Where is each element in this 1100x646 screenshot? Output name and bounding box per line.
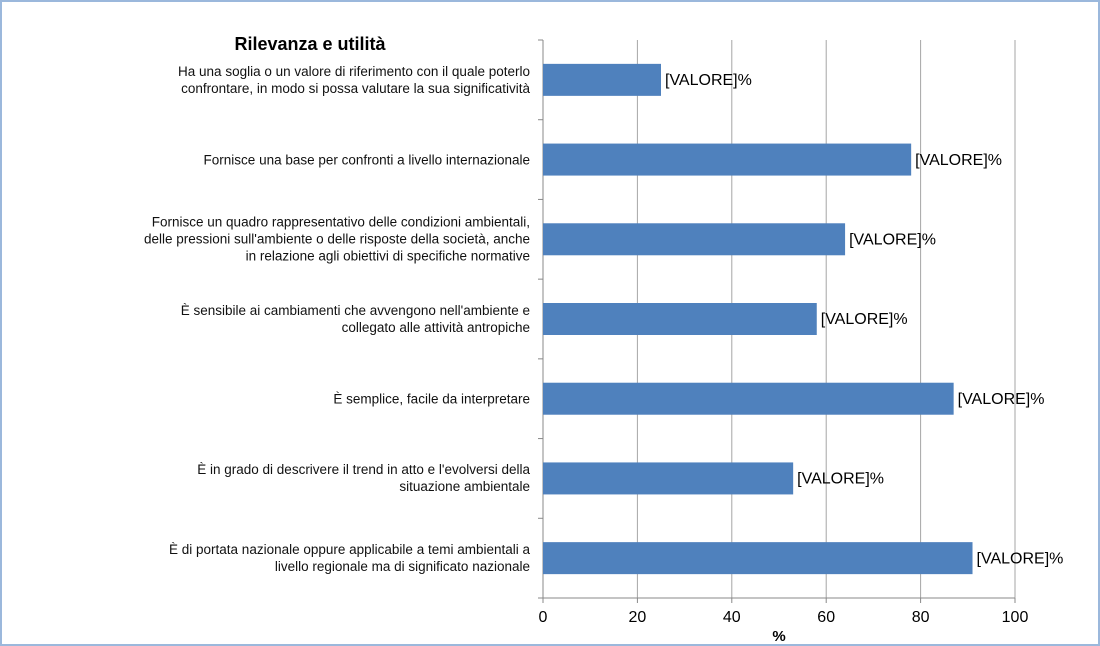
bar <box>543 303 817 335</box>
data-label: [VALORE]% <box>958 391 1045 408</box>
y-tick-label: Fornisce una base per confronti a livell… <box>203 152 530 168</box>
x-tick-label: 40 <box>723 609 741 626</box>
data-label: [VALORE]% <box>849 232 936 249</box>
data-label: [VALORE]% <box>915 152 1002 169</box>
y-tick-label: È in grado di descrivere il trend in att… <box>197 462 530 495</box>
x-tick-label: 60 <box>817 609 835 626</box>
bar <box>543 542 973 575</box>
x-tick-label: 0 <box>539 609 548 626</box>
data-label: [VALORE]% <box>977 550 1064 567</box>
bar <box>543 462 794 495</box>
bar <box>543 382 954 415</box>
chart-title: Rilevanza e utilità <box>234 34 386 54</box>
x-tick-label: 20 <box>629 609 647 626</box>
data-label: [VALORE]% <box>797 471 884 488</box>
y-tick-label: È di portata nazionale oppure applicabil… <box>169 542 530 575</box>
y-tick-label: È semplice, facile da interpretare <box>333 391 530 407</box>
data-label: [VALORE]% <box>665 72 752 89</box>
x-tick-label: 100 <box>1002 609 1029 626</box>
bar <box>543 63 661 96</box>
y-tick-label: È sensibile ai cambiamenti che avvengono… <box>180 303 530 335</box>
x-tick-label: 80 <box>912 609 930 626</box>
y-tick-label: Ha una soglia o un valore di riferimento… <box>178 63 530 96</box>
bar <box>543 223 846 256</box>
bar <box>543 143 912 176</box>
data-label: [VALORE]% <box>821 311 908 328</box>
y-tick-label: Fornisce un quadro rappresentativo delle… <box>143 214 530 264</box>
x-axis-label: % <box>772 628 785 645</box>
